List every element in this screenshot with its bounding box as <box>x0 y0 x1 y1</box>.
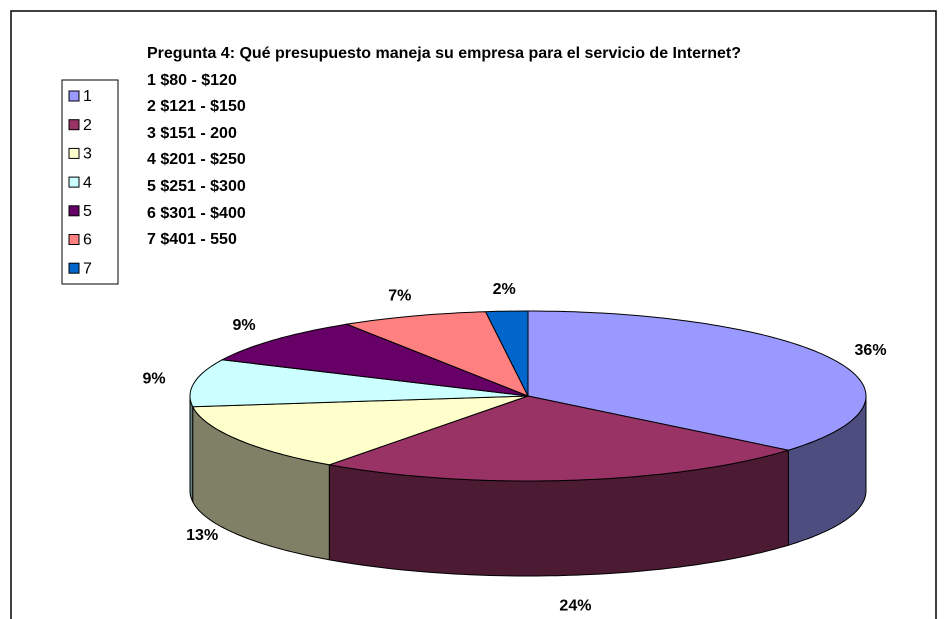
subtitle-line: 2 $121 - $150 <box>147 98 246 116</box>
slice-side <box>189 395 194 502</box>
subtitle-line: 5 $251 - $300 <box>147 177 246 195</box>
legend-label: 2 <box>83 117 92 134</box>
data-label: 2% <box>493 281 516 298</box>
data-label: 9% <box>143 371 166 388</box>
data-label: 9% <box>232 317 255 334</box>
legend-label: 4 <box>83 174 92 191</box>
legend-label: 7 <box>83 260 92 277</box>
slice <box>345 311 530 397</box>
legend-label: 6 <box>83 232 92 249</box>
legend-swatch <box>68 234 80 245</box>
data-label: 7% <box>388 287 411 304</box>
subtitle-line: 1 $80 - $120 <box>147 71 237 89</box>
legend-swatch <box>68 205 80 217</box>
data-label: 24% <box>559 598 591 615</box>
legend-swatch <box>68 176 80 188</box>
data-label: 36% <box>855 342 887 359</box>
subtitle-line: 4 $201 - $250 <box>147 151 246 169</box>
subtitle-line: 3 $151 - 200 <box>147 124 237 142</box>
slice <box>189 359 529 408</box>
subtitle-line: 6 $301 - $400 <box>147 204 246 222</box>
chart-frame <box>10 10 937 619</box>
slice <box>527 310 867 451</box>
chart-title: Pregunta 4: Qué presupuesto maneja su em… <box>147 45 741 62</box>
titles: Pregunta 4: Qué presupuesto maneja su em… <box>147 41 857 254</box>
legend-swatch <box>68 147 80 159</box>
data-label: 13% <box>186 527 218 544</box>
legend-swatch <box>68 262 80 274</box>
subtitle-line: 7 $401 - 550 <box>147 231 237 249</box>
legend-swatch <box>68 90 80 102</box>
legend-swatch <box>68 119 80 131</box>
slice <box>220 323 529 397</box>
slice <box>484 310 529 397</box>
legend-label: 5 <box>83 203 92 220</box>
legend-label: 3 <box>83 146 92 163</box>
slice <box>191 395 529 466</box>
legend-label: 1 <box>83 88 92 105</box>
slice <box>329 395 789 482</box>
